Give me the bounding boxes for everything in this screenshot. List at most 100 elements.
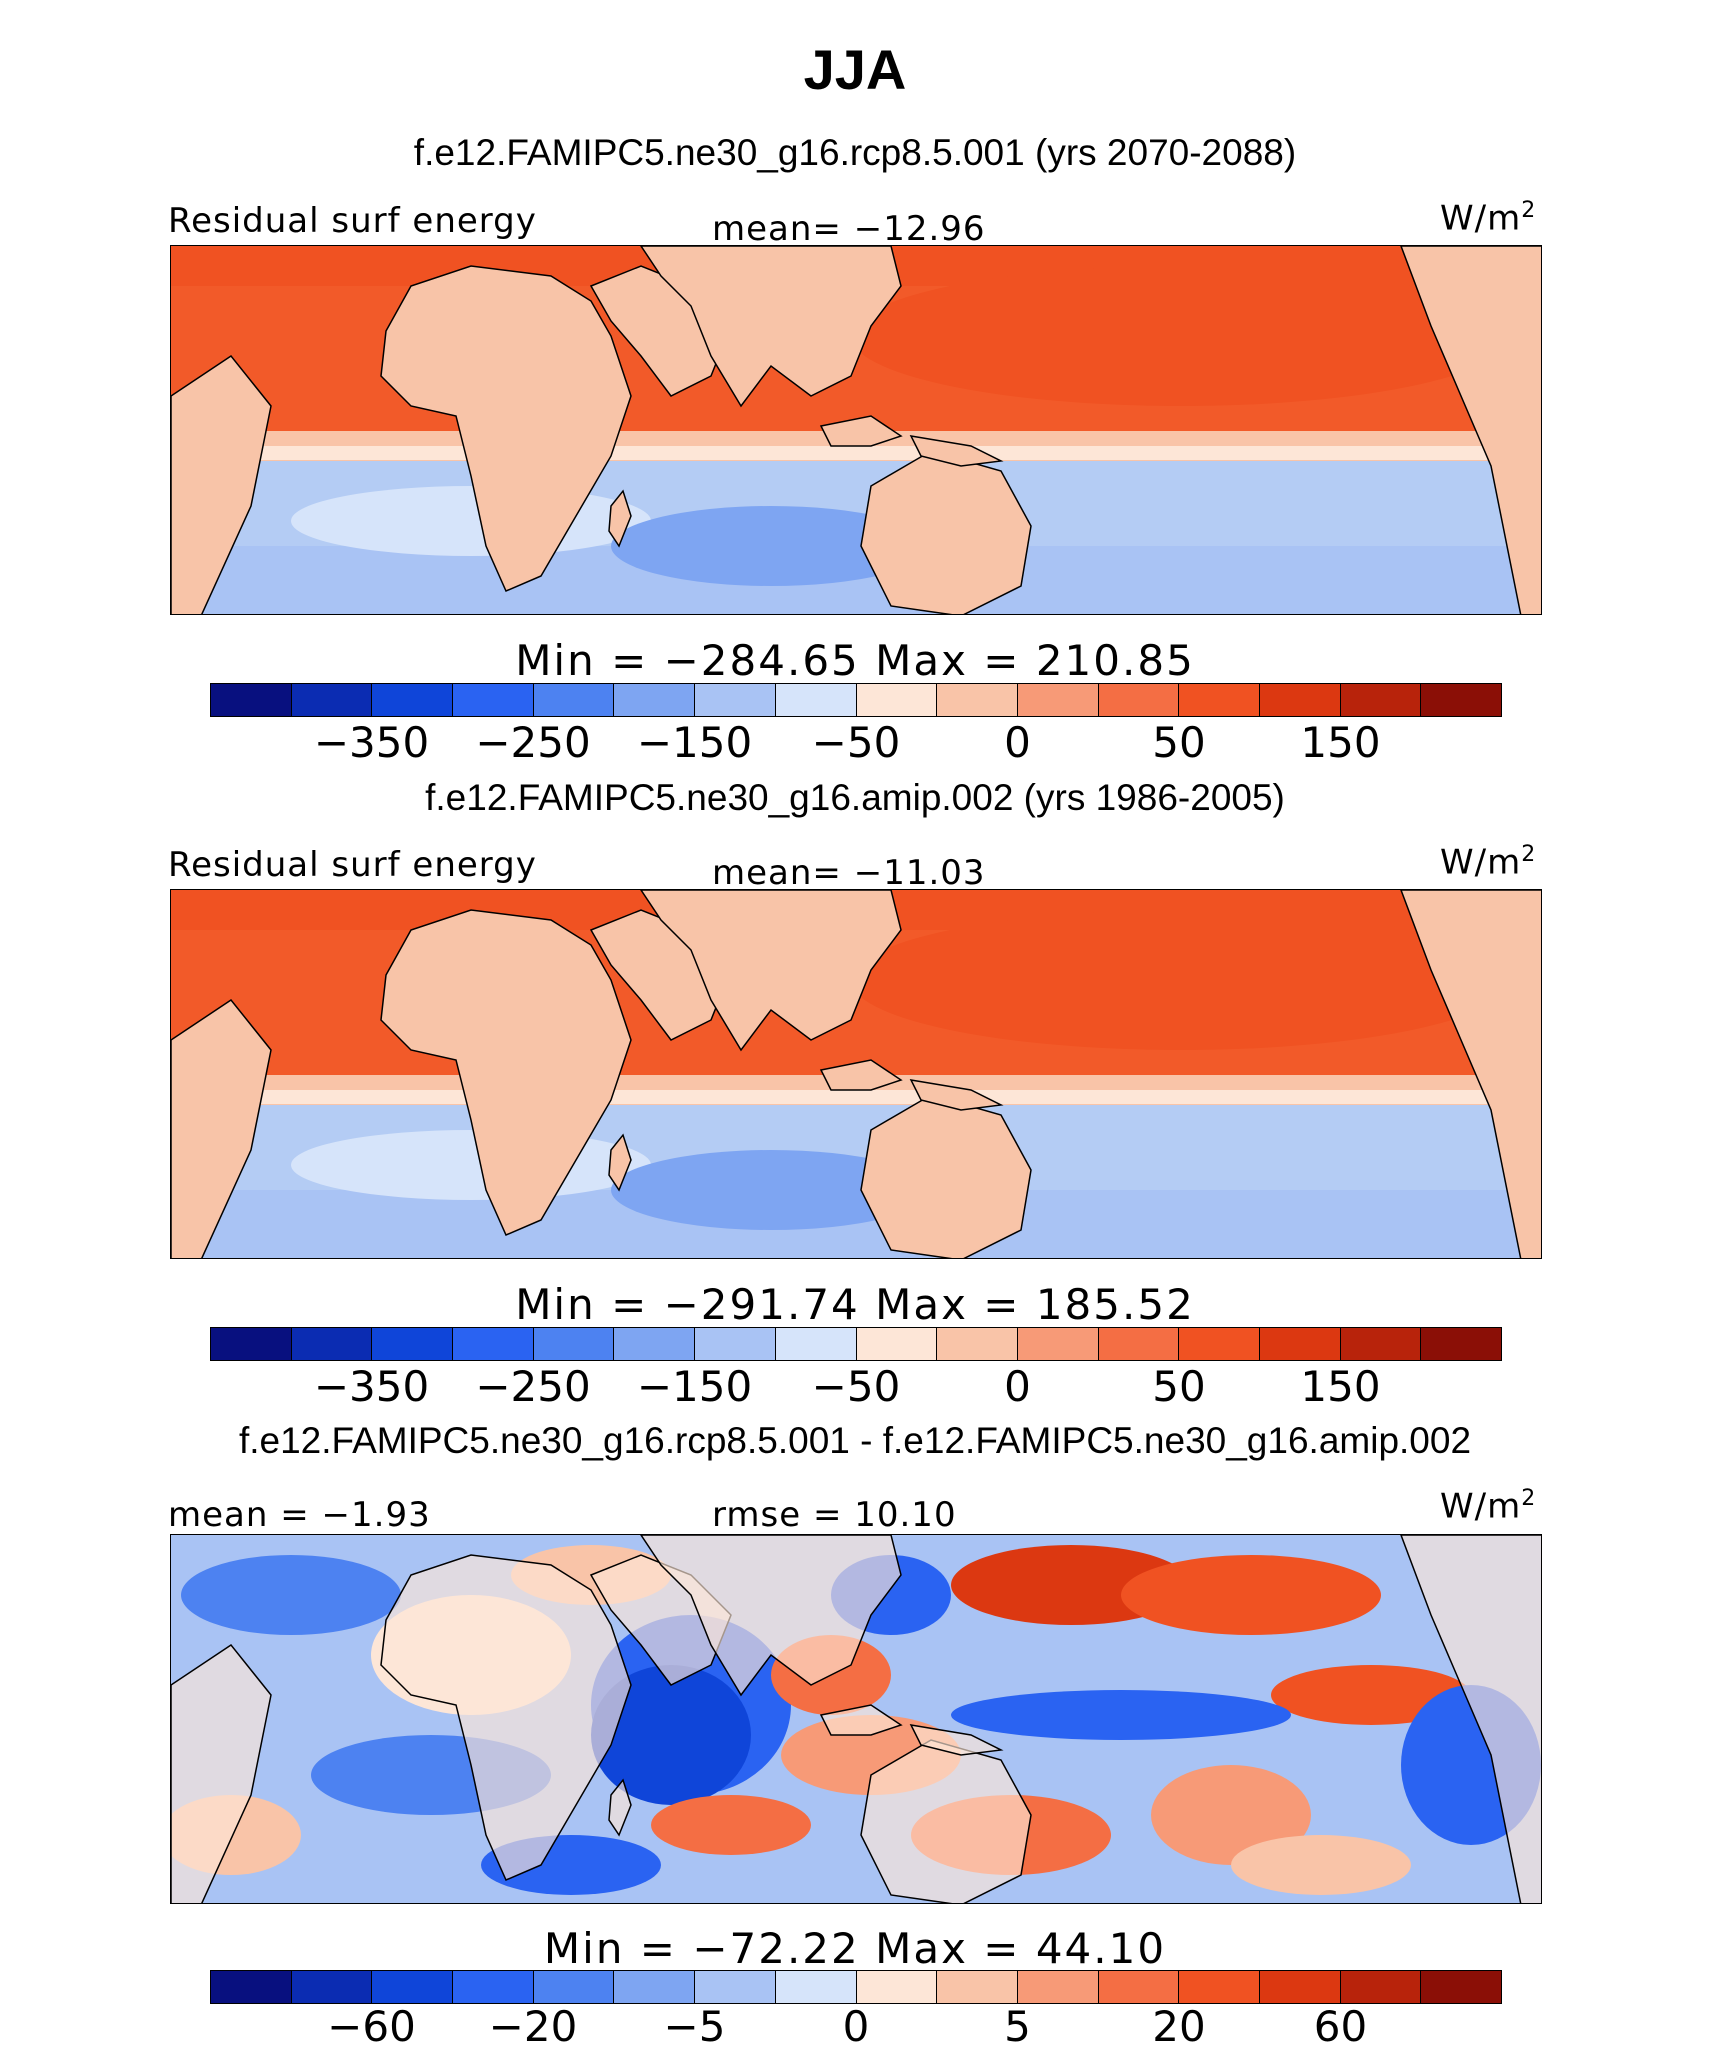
colorbar-bin <box>1017 684 1099 716</box>
panel-2-unit-label: W/m2 <box>1440 842 1537 883</box>
panel-1-colorbar <box>210 683 1502 717</box>
colorbar-tick-label: −50 <box>811 1362 901 1411</box>
map-coastline <box>171 1643 272 1903</box>
colorbar-bin <box>1098 1328 1180 1360</box>
panel-3-case-title: f.e12.FAMIPC5.ne30_g16.rcp8.5.001 - f.e1… <box>238 1420 1472 1461</box>
map-atlantic-cool <box>291 1130 651 1200</box>
map-coastline <box>640 890 902 1052</box>
map-diff-blob <box>1121 1555 1381 1635</box>
map-coastline <box>171 998 272 1258</box>
colorbar-tick-label: 150 <box>1300 1362 1381 1411</box>
map-coastline <box>380 265 632 592</box>
colorbar-bin <box>1098 684 1180 716</box>
panel-1-unit-label: W/m2 <box>1440 198 1537 239</box>
colorbar-bin <box>1259 1971 1341 2003</box>
colorbar-bin <box>211 1328 292 1360</box>
colorbar-bin <box>291 684 373 716</box>
map-coastline <box>1400 246 1541 614</box>
colorbar-bin <box>1179 1328 1260 1360</box>
panel-3-colorbar-ticks: −60 −20 −5 0 5 20 60 <box>0 2006 1710 2048</box>
colorbar-bin <box>453 1971 534 2003</box>
panel-3-mean-label: mean = −1.93 <box>168 1495 431 1535</box>
colorbar-bin <box>372 1328 454 1360</box>
colorbar-bin <box>775 1971 857 2003</box>
colorbar-bin <box>695 1328 776 1360</box>
figure-title: JJA <box>803 38 907 101</box>
colorbar-bin <box>1421 684 1501 716</box>
map-coastline <box>819 415 903 447</box>
colorbar-bin <box>533 684 615 716</box>
colorbar-bin <box>775 684 857 716</box>
colorbar-tick-label: −250 <box>475 718 591 767</box>
colorbar-tick-label: −50 <box>811 718 901 767</box>
panel-2-colorbar-ticks: −350 −250 −150 −50 0 50 150 <box>0 1366 1710 1416</box>
map-coastline <box>640 1535 902 1697</box>
panel-1-colorbar-ticks: −350 −250 −150 −50 0 50 150 <box>0 722 1710 772</box>
map-transition-band <box>171 446 1541 460</box>
panel-2-colorbar <box>210 1327 1502 1361</box>
colorbar-bin <box>856 684 938 716</box>
map-coastline <box>1400 1535 1541 1903</box>
colorbar-tick-label: 150 <box>1300 718 1381 767</box>
colorbar-bin <box>533 1328 615 1360</box>
colorbar-bin <box>1017 1328 1099 1360</box>
panel-3-rmse-label: rmse = 10.10 <box>712 1495 957 1535</box>
colorbar-bin <box>1259 1328 1341 1360</box>
map-coastline <box>819 1704 903 1736</box>
colorbar-bin <box>1421 1971 1501 2003</box>
map-coastline <box>909 1079 1004 1111</box>
colorbar-bin <box>856 1971 938 2003</box>
map-pacific-warm <box>851 266 1511 406</box>
colorbar-bin <box>1179 684 1260 716</box>
panel-1-minmax: Min = −284.65 Max = 210.85 <box>515 636 1195 685</box>
colorbar-bin <box>533 1971 615 2003</box>
colorbar-tick-label: −60 <box>327 2002 416 2051</box>
map-pacific-warm <box>851 910 1511 1050</box>
map-coastline <box>171 354 272 614</box>
panel-1-map <box>170 245 1542 615</box>
colorbar-tick-label: −5 <box>663 2002 726 2051</box>
map-diff-blob <box>181 1555 401 1635</box>
map-atlantic-cool <box>291 486 651 556</box>
colorbar-bin <box>614 1328 696 1360</box>
colorbar-bin <box>1259 684 1341 716</box>
colorbar-bin <box>695 684 776 716</box>
colorbar-tick-label: −350 <box>313 1362 430 1411</box>
map-diff-blob <box>591 1665 751 1805</box>
panel-2-variable-label: Residual surf energy <box>168 845 537 885</box>
map-coastline <box>380 909 632 1236</box>
panel-3-colorbar <box>210 1970 1502 2004</box>
panel-3-map <box>170 1534 1542 1904</box>
map-coastline <box>1400 890 1541 1258</box>
colorbar-tick-label: 0 <box>1004 1362 1031 1411</box>
map-coastline <box>608 1778 632 1837</box>
panel-1-variable-label: Residual surf energy <box>168 201 537 241</box>
map-coastline <box>909 1724 1004 1756</box>
colorbar-bin <box>291 1328 373 1360</box>
colorbar-tick-label: 0 <box>842 2002 870 2051</box>
panel-1-mean-label: mean= −12.96 <box>712 209 986 249</box>
colorbar-bin <box>695 1971 776 2003</box>
colorbar-tick-label: −150 <box>636 718 753 767</box>
colorbar-tick-label: 60 <box>1313 2002 1368 2051</box>
map-coastline <box>819 1059 903 1091</box>
colorbar-bin <box>372 684 454 716</box>
map-indian-cool <box>611 1150 931 1230</box>
panel-2-minmax: Min = −291.74 Max = 185.52 <box>515 1280 1195 1329</box>
colorbar-bin <box>1340 1971 1422 2003</box>
map-coastline <box>380 1554 632 1881</box>
colorbar-bin <box>614 684 696 716</box>
map-diff-blob <box>1231 1835 1411 1895</box>
map-transition-band <box>171 1090 1541 1104</box>
colorbar-bin <box>1340 1328 1422 1360</box>
panel-1-case-title: f.e12.FAMIPC5.ne30_g16.rcp8.5.001 (yrs 2… <box>413 132 1297 173</box>
colorbar-tick-label: −20 <box>488 2002 578 2051</box>
colorbar-tick-label: 0 <box>1004 718 1031 767</box>
colorbar-tick-label: −150 <box>636 1362 753 1411</box>
colorbar-bin <box>453 684 534 716</box>
colorbar-bin <box>1179 1971 1260 2003</box>
map-indian-cool <box>611 506 931 586</box>
map-coastline <box>909 435 1004 467</box>
colorbar-bin <box>937 684 1018 716</box>
colorbar-bin <box>1017 1971 1099 2003</box>
